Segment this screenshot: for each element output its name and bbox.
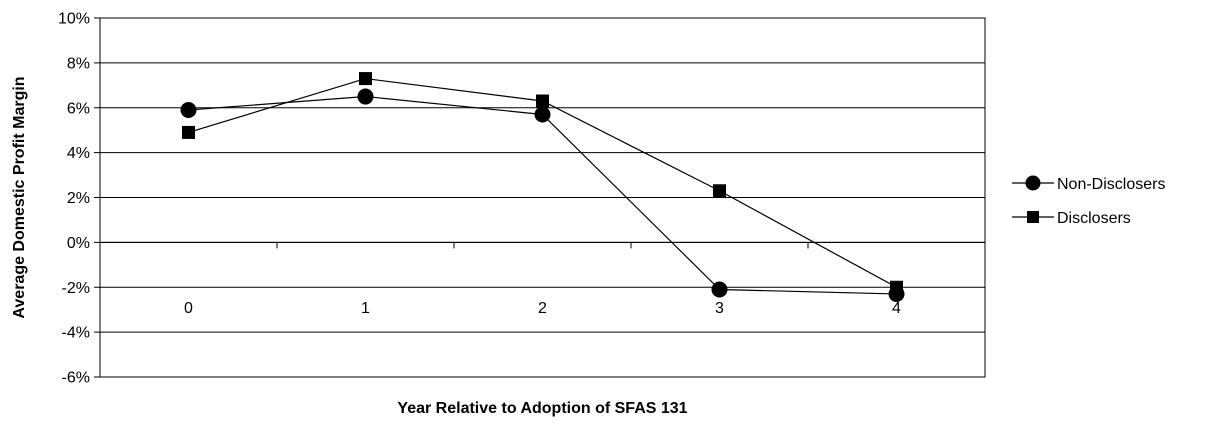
x-axis [100, 241, 985, 249]
series-layer [180, 72, 905, 302]
data-point [182, 125, 195, 139]
data-point [890, 280, 903, 294]
x-tick-label: 0 [184, 300, 193, 317]
x-axis-title: Year Relative to Adoption of SFAS 131 [397, 400, 687, 417]
y-axis-title: Average Domestic Profit Margin [11, 76, 28, 318]
y-tick-label: 6% [67, 100, 90, 117]
series-line [188, 95, 897, 295]
y-tick-label: 2% [67, 190, 90, 207]
y-tick-label: 4% [67, 145, 90, 162]
y-tick-label: -2% [62, 280, 90, 297]
x-tick-label: 2 [538, 300, 547, 317]
legend-entry: Disclosers [1012, 210, 1131, 227]
data-point [711, 281, 728, 298]
legend-marker [1027, 211, 1039, 223]
data-point [359, 72, 372, 86]
legend-label: Disclosers [1057, 210, 1131, 227]
y-tick-label: 0% [67, 235, 90, 252]
legend-entry: Non-Disclosers [1012, 175, 1165, 193]
y-tick-label: 8% [67, 55, 90, 72]
y-tick-label: -6% [62, 370, 90, 387]
x-tick-label: 1 [361, 300, 370, 317]
y-tick-label: -4% [62, 325, 90, 342]
data-point [357, 88, 374, 105]
y-axis-ticks: 10% 8% 6% 4% 2% 0% -2% -4% -6% [58, 11, 100, 387]
legend: Non-Disclosers Disclosers [1012, 175, 1165, 227]
y-tick-label: 10% [58, 11, 90, 28]
legend-label: Non-Disclosers [1057, 176, 1165, 193]
legend-marker [1025, 175, 1041, 191]
data-point [180, 101, 197, 118]
gridlines [100, 17, 985, 378]
data-point [534, 106, 551, 123]
x-tick-label: 4 [892, 300, 901, 317]
data-point [713, 184, 726, 198]
data-point [536, 94, 549, 108]
x-axis-ticks: 0 1 2 3 4 [184, 300, 901, 317]
x-tick-label: 3 [715, 300, 724, 317]
